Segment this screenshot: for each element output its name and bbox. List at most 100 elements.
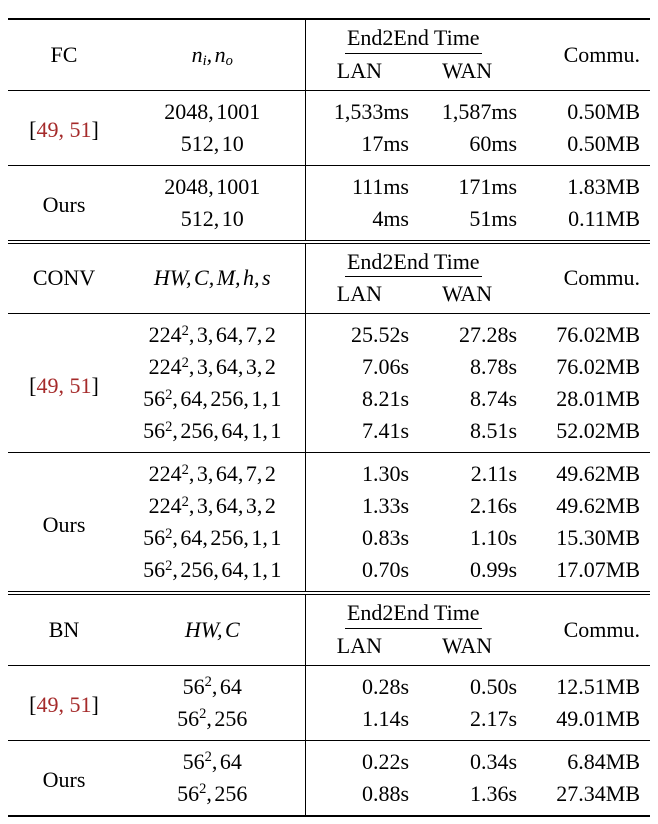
commu-cell: 12.51MB [521, 664, 651, 703]
wan-cell: 60ms [469, 130, 518, 156]
commu-cell: 6.84MB [521, 739, 651, 778]
lan-cell: 1.30s [304, 452, 413, 490]
params-cell: 2048, 1001 [120, 164, 305, 203]
commu-header: Commu. [521, 20, 651, 91]
citation-refs[interactable]: 49, 51 [36, 372, 92, 398]
params-cell: 562, 64 [120, 664, 305, 703]
table-row: [49, 51] 562, 64 0.28s 0.50s 12.51MB [8, 664, 651, 740]
bn-table: BN HW, C End2End Time LAN WAN Commu. [49… [8, 595, 651, 815]
lan-cell: 1,533ms [304, 89, 413, 128]
lan-header: LAN [336, 57, 382, 83]
bn-header: BN HW, C End2End Time LAN WAN Commu. [8, 595, 651, 666]
conv-baseline-group: [49, 51] 2242, 3, 64, 7, 2 25.52s 27.28s… [8, 313, 651, 453]
ours-label: Ours [8, 452, 120, 591]
end2end-time-label: End2End Time [344, 25, 482, 54]
commu-cell: 28.01MB [556, 386, 641, 411]
citation-label: [49, 51] [8, 313, 120, 453]
commu-cell: 0.50MB [521, 89, 651, 128]
params-cell: 2242, 3, 64, 3, 2 [148, 354, 276, 379]
fc-baseline-group: [49, 51] 2048, 1001 1,533ms 1,587ms 0.50… [8, 89, 651, 165]
commu-cell: 27.34MB [556, 780, 641, 806]
wan-cell: 2.11s [413, 452, 522, 490]
header-row: CONV HW, C, M, h, s End2End Time LAN WAN… [8, 243, 651, 314]
lan-cell: 4ms [304, 202, 413, 240]
params-cell: 512, 10 [180, 130, 244, 156]
citation-bracket-open: [ [29, 692, 37, 717]
end2end-header-group: End2End Time LAN WAN [304, 243, 522, 314]
wan-cell: 1.10s [469, 525, 518, 550]
commu-header: Commu. [521, 595, 651, 666]
citation-bracket-open: [ [29, 117, 37, 142]
params-cell: 562, 64, 256, 1, 1 [143, 525, 282, 550]
wan-cell: 0.50s [413, 664, 522, 703]
wan-cell: 8.51s [469, 418, 518, 443]
citation-bracket-close: ] [91, 117, 99, 142]
params-cell: 2242, 3, 64, 3, 2 [148, 493, 276, 518]
lan-cell: 0.22s [304, 739, 413, 778]
lan-cell: 0.70s [304, 554, 413, 591]
lan-cell: 0.83s [304, 522, 413, 554]
lan-cell: 111ms [304, 164, 413, 203]
wan-cell: 1,587ms [413, 89, 522, 128]
bottom-rule [8, 814, 650, 817]
end2end-header-group: End2End Time LAN WAN [304, 20, 522, 91]
wan-cell: 2.16s [469, 493, 518, 518]
citation-refs[interactable]: 49, 51 [36, 117, 92, 142]
params-cell: 562, 256 [177, 780, 248, 806]
commu-cell: 49.62MB [521, 452, 651, 490]
table-row: Ours 2048, 1001 111ms 171ms 1.83MB [8, 164, 651, 240]
table-row: [49, 51] 2048, 1001 1,533ms 1,587ms 0.50… [8, 89, 651, 165]
commu-cell: 76.02MB [556, 354, 641, 379]
fc-header: FC ni, no End2End Time LAN WAN Commu. [8, 20, 651, 91]
wan-cell: 0.34s [413, 739, 522, 778]
end2end-header-group: End2End Time LAN WAN [304, 595, 522, 666]
fc-params-header: ni, no [120, 20, 305, 91]
fc-layer-header: FC [8, 20, 120, 91]
table-row: [49, 51] 2242, 3, 64, 7, 2 25.52s 27.28s… [8, 313, 651, 453]
conv-header: CONV HW, C, M, h, s End2End Time LAN WAN… [8, 243, 651, 314]
bn-params-header: HW, C [120, 595, 305, 666]
lan-cell: 0.28s [304, 664, 413, 703]
table-row: 562, 256, 64, 1, 1 0.70s 0.99s 17.07MB [8, 554, 650, 591]
bn-ours-group: Ours 562, 64 0.22s 0.34s 6.84MB 562, 256… [8, 739, 651, 815]
bn-layer-header: BN [8, 595, 120, 666]
citation-bracket-close: ] [91, 372, 99, 398]
fc-conv-divider [8, 239, 650, 244]
commu-cell: 49.62MB [556, 493, 641, 518]
table-row: 562, 64, 256, 1, 1 0.83s 1.10s 15.30MB [8, 522, 650, 554]
lan-cell: 1.33s [304, 490, 413, 522]
header-row: FC ni, no End2End Time LAN WAN Commu. [8, 20, 651, 91]
wan-header: WAN [442, 57, 493, 83]
params-cell: 2242, 3, 64, 7, 2 [120, 313, 305, 351]
lan-cell: 25.52s [304, 313, 413, 351]
lan-cell: 7.06s [304, 351, 413, 383]
commu-cell: 1.83MB [521, 164, 651, 203]
conv-bn-divider [8, 591, 650, 595]
table-row: 512, 10 17ms 60ms 0.50MB [8, 127, 650, 165]
wan-cell: 8.74s [469, 386, 518, 411]
citation-bracket-open: [ [29, 372, 37, 398]
lan-cell: 0.88s [304, 777, 413, 815]
params-cell: 562, 256, 64, 1, 1 [143, 418, 282, 443]
ours-label: Ours [8, 164, 120, 240]
wan-cell: 2.17s [469, 705, 518, 731]
params-cell: 562, 64 [120, 739, 305, 778]
lan-header: LAN [336, 281, 382, 307]
table-row: 562, 256 0.88s 1.36s 27.34MB [8, 777, 650, 815]
end2end-time-label: End2End Time [344, 249, 482, 278]
citation-refs[interactable]: 49, 51 [36, 692, 92, 717]
wan-cell: 51ms [469, 205, 518, 231]
wan-cell: 8.78s [469, 354, 518, 379]
end2end-time-label: End2End Time [344, 600, 482, 629]
citation-label: [49, 51] [8, 664, 120, 740]
table-row: Ours 562, 64 0.22s 0.34s 6.84MB [8, 739, 651, 815]
fc-table: FC ni, no End2End Time LAN WAN Commu. [4… [8, 20, 651, 240]
top-rule [8, 18, 650, 20]
header-row: BN HW, C End2End Time LAN WAN Commu. [8, 595, 651, 666]
params-cell: 562, 64, 256, 1, 1 [143, 386, 282, 411]
table-row: Ours 2242, 3, 64, 7, 2 1.30s 2.11s 49.62… [8, 452, 651, 591]
table-row: 512, 10 4ms 51ms 0.11MB [8, 202, 650, 240]
table-row: 2242, 3, 64, 3, 2 1.33s 2.16s 49.62MB [8, 490, 650, 522]
ours-label: Ours [8, 739, 120, 815]
